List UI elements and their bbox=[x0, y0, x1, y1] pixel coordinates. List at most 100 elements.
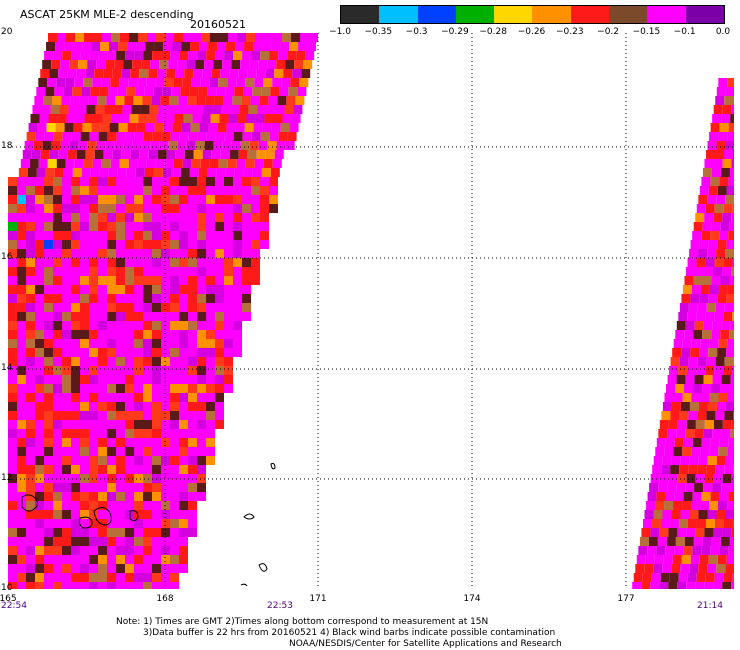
swath-cell bbox=[163, 123, 173, 132]
swath-cell bbox=[177, 60, 187, 69]
swath-cell bbox=[274, 150, 284, 159]
swath-cell bbox=[678, 519, 688, 528]
swath-cell bbox=[188, 204, 197, 213]
swath-cell bbox=[729, 222, 734, 231]
swath-cell bbox=[717, 348, 727, 357]
swath-cell bbox=[98, 375, 107, 384]
swath-cell bbox=[707, 510, 717, 519]
swath-cell bbox=[269, 195, 278, 204]
swath-cell bbox=[197, 231, 206, 240]
swath-cell bbox=[71, 519, 80, 528]
swath-cell bbox=[22, 150, 32, 159]
swath-cell bbox=[125, 330, 134, 339]
swath-cell bbox=[89, 411, 98, 420]
swath-cell bbox=[134, 573, 143, 582]
swath-cell bbox=[251, 213, 260, 222]
swath-cell bbox=[676, 375, 686, 384]
swath-cell bbox=[170, 231, 179, 240]
swath-cell bbox=[53, 195, 62, 204]
swath-cell bbox=[720, 384, 730, 393]
swath-cell bbox=[245, 159, 255, 168]
swath-cell bbox=[89, 240, 98, 249]
swath-cell bbox=[134, 555, 143, 564]
swath-cell bbox=[62, 294, 71, 303]
swath-cell bbox=[685, 483, 695, 492]
swath-cell bbox=[134, 357, 143, 366]
swath-cell bbox=[107, 177, 116, 186]
swath-cell bbox=[107, 555, 116, 564]
swath-cell bbox=[125, 555, 134, 564]
swath-cell bbox=[17, 456, 26, 465]
swath-cell bbox=[71, 204, 80, 213]
swath-cell bbox=[53, 312, 62, 321]
swath-cell bbox=[89, 438, 98, 447]
swath-cell bbox=[683, 546, 693, 555]
swath-cell bbox=[71, 465, 80, 474]
swath-cell bbox=[80, 519, 89, 528]
swath-cell bbox=[167, 105, 177, 114]
swath-cell bbox=[645, 555, 655, 564]
swath-cell bbox=[65, 78, 75, 87]
swath-cell bbox=[206, 177, 215, 186]
swath-cell bbox=[173, 78, 183, 87]
swath-cell bbox=[154, 42, 164, 51]
swath-cell bbox=[98, 258, 107, 267]
swath-cell bbox=[170, 429, 179, 438]
swath-cell bbox=[653, 510, 663, 519]
colorbar-tick-label: −0.23 bbox=[556, 27, 584, 37]
swath-cell bbox=[213, 60, 223, 69]
swath-cell bbox=[724, 150, 734, 159]
swath-cell bbox=[696, 519, 706, 528]
swath-cell bbox=[152, 312, 161, 321]
swath-cell bbox=[165, 114, 175, 123]
swath-cell bbox=[188, 222, 197, 231]
swath-cell bbox=[80, 222, 89, 231]
swath-cell bbox=[98, 222, 107, 231]
swath-cell bbox=[134, 321, 143, 330]
swath-cell bbox=[215, 303, 224, 312]
swath-cell bbox=[89, 312, 98, 321]
swath-cell bbox=[26, 546, 35, 555]
swath-cell bbox=[134, 312, 143, 321]
swath-cell bbox=[116, 456, 125, 465]
swath-cell bbox=[26, 339, 35, 348]
swath-cell bbox=[224, 294, 233, 303]
swath-cell bbox=[46, 123, 56, 132]
swath-cell bbox=[107, 267, 116, 276]
swath-cell bbox=[673, 393, 683, 402]
swath-cell bbox=[650, 474, 660, 483]
swath-cell bbox=[58, 69, 68, 78]
swath-cell bbox=[62, 375, 71, 384]
swath-cell bbox=[668, 474, 678, 483]
swath-cell bbox=[64, 123, 74, 132]
swath-cell bbox=[152, 132, 162, 141]
swath-cell bbox=[267, 141, 277, 150]
swath-cell bbox=[714, 258, 724, 267]
swath-cell bbox=[705, 258, 715, 267]
swath-cell bbox=[44, 573, 53, 582]
swath-cell bbox=[243, 168, 253, 177]
swath-cell bbox=[233, 213, 242, 222]
swath-cell bbox=[701, 177, 711, 186]
swath-cell bbox=[205, 96, 215, 105]
swath-cell bbox=[24, 141, 34, 150]
swath-cell bbox=[62, 384, 71, 393]
swath-cell bbox=[710, 546, 720, 555]
swath-cell bbox=[8, 258, 17, 267]
swath-cell bbox=[71, 555, 80, 564]
swath-cell bbox=[67, 150, 77, 159]
swath-cell bbox=[134, 204, 143, 213]
swath-cell bbox=[193, 69, 203, 78]
swath-cell bbox=[683, 492, 693, 501]
swath-cell bbox=[233, 276, 242, 285]
swath-cell bbox=[701, 438, 711, 447]
swath-cell bbox=[713, 420, 723, 429]
swath-cell bbox=[8, 204, 17, 213]
swath-cell bbox=[26, 474, 35, 483]
swath-cell bbox=[225, 87, 235, 96]
swath-cell bbox=[87, 60, 97, 69]
swath-cell bbox=[178, 96, 188, 105]
swath-cell bbox=[206, 348, 215, 357]
swath-cell bbox=[237, 114, 247, 123]
swath-cell bbox=[709, 393, 719, 402]
